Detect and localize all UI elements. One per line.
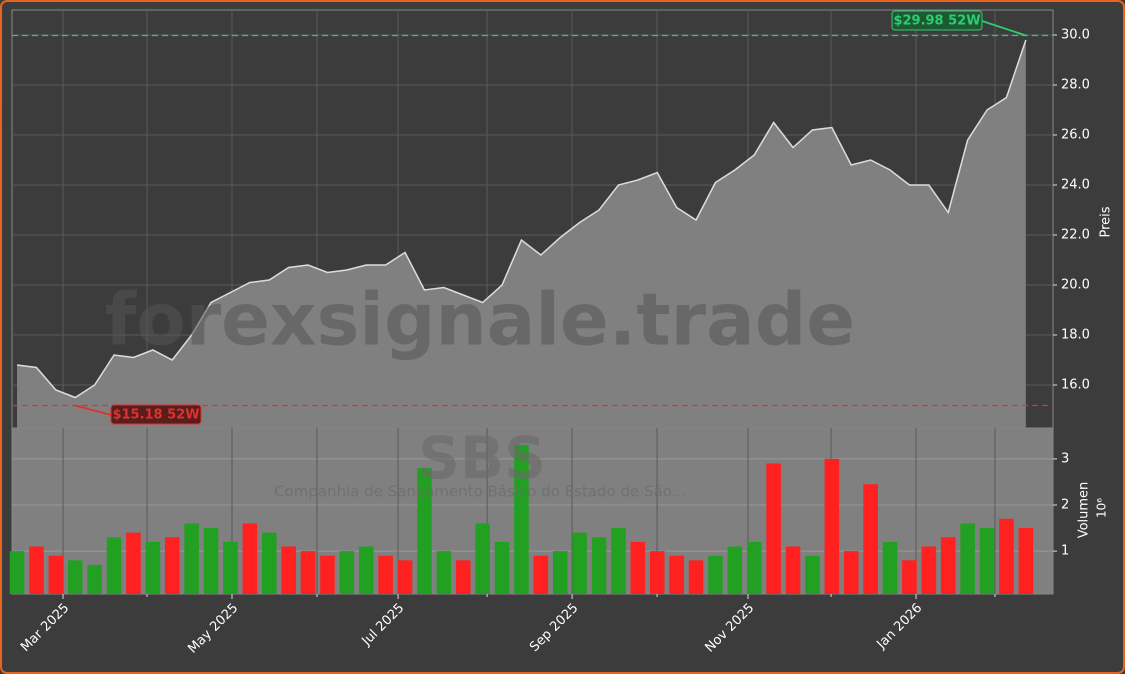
volume-bar xyxy=(708,555,723,594)
watermark: forexsignale.trade xyxy=(105,278,855,362)
volume-bar xyxy=(1018,528,1034,594)
volume-bar xyxy=(281,546,296,594)
price-line xyxy=(16,39,1027,399)
volume-bar xyxy=(184,523,199,594)
volume-bar xyxy=(494,541,510,594)
volume-bar xyxy=(824,458,840,594)
volume-bar xyxy=(48,555,64,594)
volume-bar xyxy=(785,546,801,594)
y-tick-label: 22.0 xyxy=(1061,228,1090,243)
volume-bar xyxy=(320,555,335,594)
y-tick-label: 26.0 xyxy=(1061,128,1090,143)
volume-bar xyxy=(397,560,413,594)
volume-bar xyxy=(455,560,471,594)
volume-bar xyxy=(300,551,316,594)
volume-bar xyxy=(960,523,975,594)
low_52w-arrow xyxy=(75,404,112,416)
volume-bar xyxy=(203,528,219,594)
volume-bar xyxy=(514,445,529,594)
y-tick-label: 18.0 xyxy=(1061,328,1090,343)
price-area xyxy=(17,40,1026,428)
y2-tick-label: 1 xyxy=(1061,544,1069,559)
volume-bar xyxy=(688,560,704,594)
volume-bar xyxy=(611,528,626,594)
volume-bar xyxy=(475,523,490,594)
company-watermark: Companhia de Saneamento Básico do Estado… xyxy=(274,483,686,501)
volume-bar xyxy=(649,551,665,594)
volume-bar xyxy=(261,532,277,594)
volume-bar xyxy=(843,551,859,594)
high_52w-label: $29.98 52W xyxy=(893,14,980,29)
plot xyxy=(9,34,1053,594)
volume-bar xyxy=(87,564,102,594)
volume-bar xyxy=(572,532,587,594)
low_52w-label-box xyxy=(110,404,202,425)
volume-bar xyxy=(921,546,937,594)
y-tick-label: 16.0 xyxy=(1061,378,1090,393)
volume-bar xyxy=(863,484,878,594)
low_52w-label: $15.18 52W xyxy=(112,408,199,423)
symbol-watermark: SBS xyxy=(418,424,546,492)
y2-tick-label: 3 xyxy=(1061,451,1069,466)
volume-bar xyxy=(164,537,180,594)
y-tick-label: 30.0 xyxy=(1061,28,1090,43)
volume-bar xyxy=(591,537,607,594)
high_52w-arrow xyxy=(981,20,1027,37)
volume-bar xyxy=(67,560,83,594)
volume-bar xyxy=(533,555,549,594)
y2-axis-label: Volumen xyxy=(1077,482,1092,539)
volume-bar xyxy=(126,532,141,594)
y2-axis-unit: 10⁶ xyxy=(1095,498,1109,518)
volume-bar xyxy=(746,541,762,594)
volume-bar xyxy=(727,546,743,594)
volume-bar xyxy=(766,463,781,594)
volume-bar xyxy=(436,551,452,594)
volume-bar xyxy=(805,555,820,594)
volume-bar xyxy=(378,555,393,594)
volume-bar xyxy=(902,560,917,594)
high_52w-label-box xyxy=(891,10,983,31)
volume-bar xyxy=(882,541,898,594)
volume-bar xyxy=(223,541,238,594)
volume-bar xyxy=(145,541,161,594)
volume-bar xyxy=(106,537,122,594)
volume-bar xyxy=(29,546,44,594)
volume-bar xyxy=(417,468,432,594)
volume-bar xyxy=(999,518,1014,594)
y-tick-label: 28.0 xyxy=(1061,78,1090,93)
y-axis-label: Preis xyxy=(1099,206,1114,237)
volume-bar xyxy=(979,528,995,594)
y2-tick-label: 2 xyxy=(1061,498,1069,513)
volume-bar xyxy=(552,551,568,594)
volume-bar xyxy=(9,551,25,594)
volume-bar xyxy=(940,537,956,594)
y-tick-label: 20.0 xyxy=(1061,278,1090,293)
volume-bar xyxy=(358,546,374,594)
volume-bar xyxy=(242,523,258,594)
volume-bar xyxy=(630,541,646,594)
y-tick-label: 24.0 xyxy=(1061,178,1090,193)
volume-bar xyxy=(669,555,684,594)
volume-bar xyxy=(339,551,355,594)
